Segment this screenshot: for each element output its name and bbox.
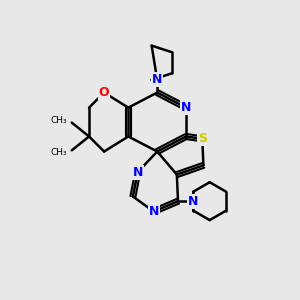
Text: O: O [99,86,110,99]
Text: N: N [188,195,198,208]
Text: CH₃: CH₃ [51,116,68,125]
Text: N: N [181,101,191,114]
Text: N: N [152,74,162,86]
Text: CH₃: CH₃ [51,148,68,157]
Text: N: N [148,205,159,218]
Text: N: N [132,166,143,179]
Text: S: S [198,132,207,145]
